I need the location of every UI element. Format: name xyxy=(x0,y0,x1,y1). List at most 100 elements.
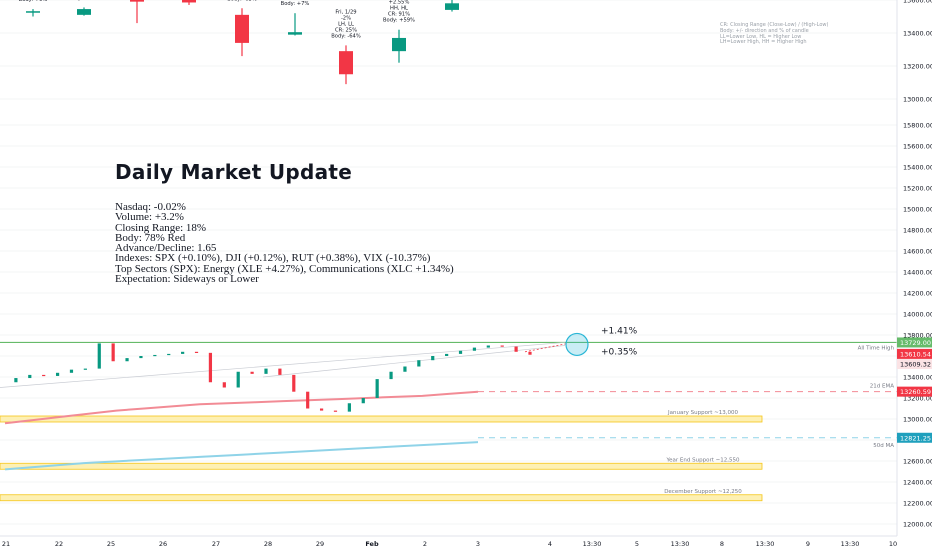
price-bar xyxy=(319,408,324,411)
price-bar xyxy=(97,343,101,369)
candle-body xyxy=(339,51,353,75)
price-bar xyxy=(264,368,268,374)
x-tick-label: 26 xyxy=(159,540,167,548)
ema-price-box-text: 13260.59 xyxy=(900,388,931,396)
ema-price-box-bg xyxy=(897,386,932,397)
y-tick-label: 13600.00 xyxy=(903,0,932,5)
price-bar xyxy=(55,372,60,376)
price-bar xyxy=(125,358,129,362)
candle-annotation: Body: +7% xyxy=(281,1,310,7)
price-bar xyxy=(208,352,213,383)
candle-body xyxy=(77,9,91,15)
candle-annotation: +2.55% xyxy=(389,0,410,6)
price-bar xyxy=(194,351,199,353)
price-box-text: 13610.54 xyxy=(900,350,931,358)
pct-annotation: +1.41% xyxy=(601,326,638,336)
y-tick-label: 12200.00 xyxy=(903,500,932,508)
price-bar xyxy=(403,366,407,372)
support-label: December Support ~12,250 xyxy=(664,489,742,495)
candle-annotation: -2% xyxy=(341,15,351,21)
price-bar xyxy=(417,360,421,367)
ath-price-box-text: 13729.00 xyxy=(900,339,931,347)
y-tick-label: 14200.00 xyxy=(903,290,932,298)
y-tick-label: 13400.00 xyxy=(903,374,932,382)
price-box: 13610.54 xyxy=(897,348,932,359)
grid xyxy=(0,0,897,525)
price-bar xyxy=(278,368,282,375)
x-tick-label: 10 xyxy=(889,540,897,548)
x-tick-label: 25 xyxy=(107,540,115,548)
update-line-expectation: Expectation: Sideways or Lower xyxy=(115,273,259,286)
candle-body xyxy=(26,11,40,13)
legend-line: LH=Lower High, HH = Higher High xyxy=(720,39,807,46)
price-box: 13609.32 xyxy=(897,359,932,370)
y-tick-label: 12000.00 xyxy=(903,521,932,529)
y-tick-label: 14400.00 xyxy=(903,269,932,277)
price-bar xyxy=(528,351,532,355)
x-tick-label: 3 xyxy=(476,540,480,548)
y-tick-label: 13000.00 xyxy=(903,416,932,424)
price-box-bg xyxy=(897,359,932,370)
price-bar xyxy=(306,391,310,409)
update-line-indexes: Indexes: SPX (+0.10%), DJI (+0.12%), RUT… xyxy=(115,252,431,265)
legend-notes: CR: Closing Range (Close-Low) / (High-Lo… xyxy=(720,22,828,46)
candle-annotation: CR: 25% xyxy=(335,27,357,33)
ma-price-box: 12821.25 xyxy=(897,432,932,443)
x-tick-label: Feb xyxy=(365,540,379,548)
price-bar xyxy=(153,354,157,357)
x-tick-label: 28 xyxy=(264,540,272,548)
y-tick-label: 15400.00 xyxy=(903,164,932,172)
price-bar xyxy=(500,345,504,347)
y-tick-label: 13200.00 xyxy=(903,395,932,403)
price-bar xyxy=(292,374,296,392)
x-tick-label: 29 xyxy=(316,540,324,548)
ema-21d-line xyxy=(4,390,479,425)
price-bar xyxy=(236,371,240,388)
price-series: +1.41% +0.35% xyxy=(14,326,638,412)
y-tick-label: 13000.00 xyxy=(903,96,932,104)
trend-line xyxy=(262,345,566,378)
x-tick-label: 4 xyxy=(548,540,552,548)
update-line-volume: Volume: +3.2% xyxy=(115,211,184,224)
update-line-advance-decline: Advance/Decline: 1.65 xyxy=(115,242,217,255)
price-bar xyxy=(458,350,463,354)
y-tick-label: 12600.00 xyxy=(903,458,932,466)
x-tick-label: 9 xyxy=(806,540,810,548)
candle-annotation: CR: 91% xyxy=(388,12,410,18)
support-zones: January Support ~13,000 Year End Support … xyxy=(0,341,897,502)
x-tick-label: 13:30 xyxy=(583,540,602,548)
price-bar xyxy=(445,353,449,356)
price-bar xyxy=(514,346,518,352)
x-tick-label: 13:30 xyxy=(671,540,690,548)
price-bar xyxy=(361,398,365,404)
candle-body xyxy=(235,14,249,43)
x-tick-label: 8 xyxy=(720,540,724,548)
price-bar xyxy=(250,371,254,374)
candle-annotation: LH, LL xyxy=(338,21,354,27)
x-tick-label: 22 xyxy=(55,540,63,548)
x-tick-label: 13:30 xyxy=(841,540,860,548)
candle-annotation: HH, HL xyxy=(390,6,408,12)
y-tick-label: 14800.00 xyxy=(903,227,932,235)
candle-annotation: Body: -64% xyxy=(331,33,361,39)
candles xyxy=(26,0,459,85)
y-tick-label: 13400.00 xyxy=(903,30,932,38)
support-label: January Support ~13,000 xyxy=(667,410,738,416)
price-bar xyxy=(14,378,18,383)
ath-price-box: 13729.00 xyxy=(897,337,932,348)
y-tick-label: 15800.00 xyxy=(903,122,932,130)
legend-line: LL=Lower Low, HL = Higher Low xyxy=(720,33,802,40)
support-zone xyxy=(0,462,763,470)
y-tick-label: 12400.00 xyxy=(903,479,932,487)
y-tick-label: 15200.00 xyxy=(903,185,932,193)
support-zone xyxy=(0,494,763,502)
candle-body xyxy=(130,0,144,2)
ema-label: 21d EMA xyxy=(870,384,894,390)
trend-line xyxy=(0,342,566,388)
projection-line xyxy=(524,343,569,353)
price-bar xyxy=(69,369,74,373)
x-tick-label: 2 xyxy=(423,540,427,548)
price-box-text: 13609.32 xyxy=(900,361,931,369)
